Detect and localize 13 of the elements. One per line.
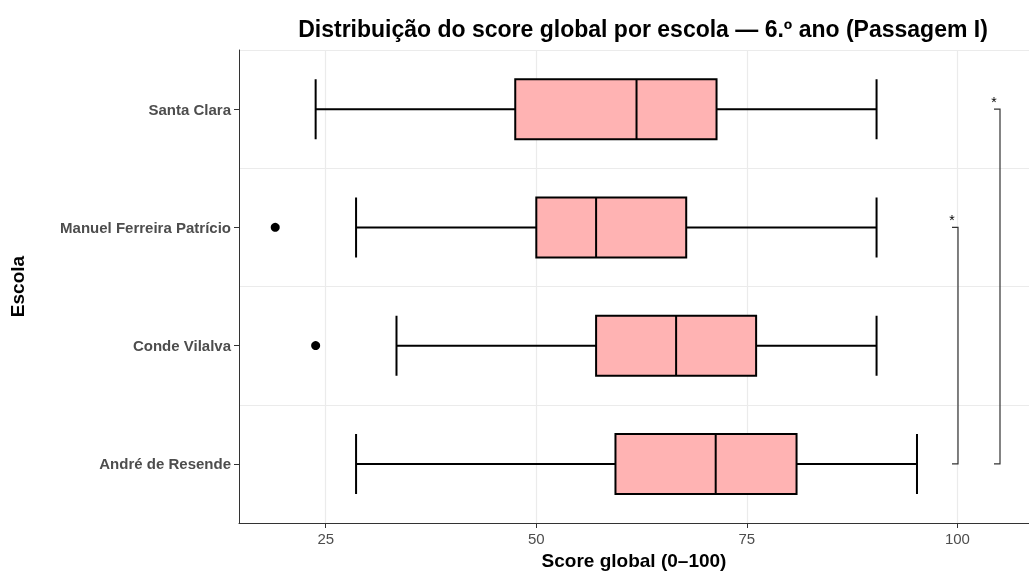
x-tick-label: 50 (527, 530, 545, 547)
y-tick-label: André de Resende (99, 455, 231, 473)
x-tick-label: 75 (738, 530, 756, 547)
y-tick-label: Conde Vilalva (132, 337, 232, 355)
annotation: * (949, 212, 956, 229)
x-tick-label: 25 (317, 530, 335, 547)
annotation: * (991, 94, 998, 111)
y-tick-label: Manuel Ferreira Patrício (60, 218, 231, 236)
y-tick-label: Santa Clara (148, 100, 232, 118)
x-axis-title: Score global (0–100) (541, 549, 727, 571)
chart-title: Distribuição do score global por escola — 6.º ano (Passagem I) (298, 15, 988, 42)
x-tick-label: 100 (944, 530, 970, 547)
y-axis-title: Escola (7, 255, 28, 318)
